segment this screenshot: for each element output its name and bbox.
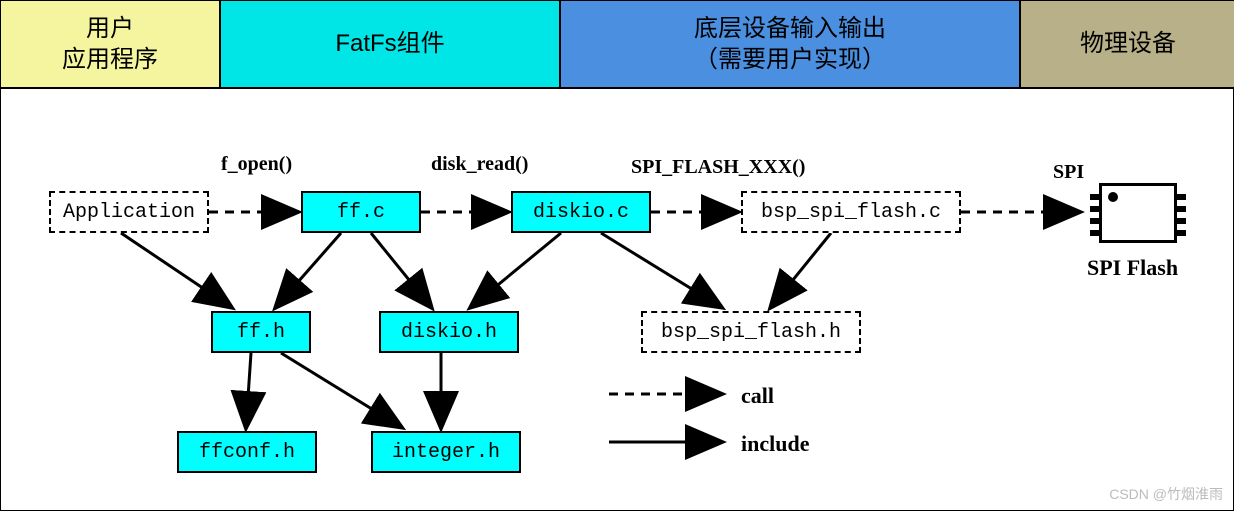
edge-label-1: disk_read() [431,153,528,176]
node-integerh: integer.h [371,431,521,473]
legend-call-label: call [741,383,774,409]
header-row: 用户应用程序 FatFs组件 底层设备输入输出（需要用户实现） 物理设备 [1,1,1233,89]
node-diskioc: diskio.c [511,191,651,233]
node-bspc: bsp_spi_flash.c [741,191,961,233]
node-ffc: ff.c [301,191,421,233]
node-ffconfh: ffconf.h [177,431,317,473]
header-cell-user: 用户应用程序 [1,1,221,87]
edge-label-2: SPI_FLASH_XXX() [631,156,805,179]
spi-flash-label: SPI Flash [1087,255,1178,281]
legend-include-label: include [741,431,809,457]
header-cell-lowlevel: 底层设备输入输出（需要用户实现） [561,1,1021,87]
edge-label-0: f_open() [221,153,292,176]
header-cell-physical: 物理设备 [1021,1,1234,87]
edge-label-3: SPI [1053,161,1084,184]
spi-flash-chip-icon [1099,183,1177,243]
node-app: Application [49,191,209,233]
node-ffh: ff.h [211,311,311,353]
header-cell-fatfs: FatFs组件 [221,1,561,87]
watermark: CSDN @竹烟淮雨 [1109,484,1223,504]
node-bsph: bsp_spi_flash.h [641,311,861,353]
node-diskioh: diskio.h [379,311,519,353]
